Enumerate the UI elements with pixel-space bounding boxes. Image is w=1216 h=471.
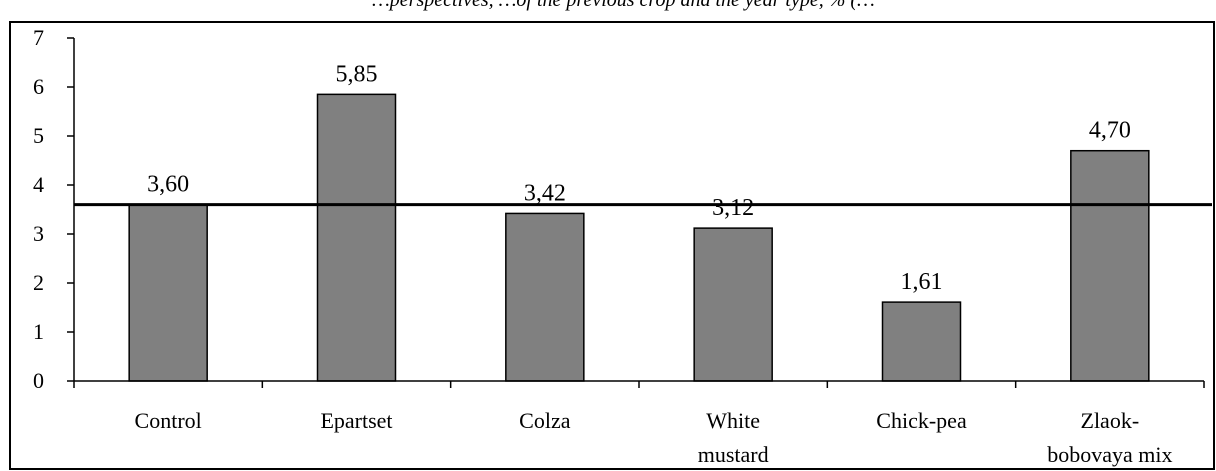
category-label: mustard: [698, 442, 769, 467]
category-label: Epartset: [320, 408, 392, 433]
data-labels: 3,60 5,85 3,42 3,12 1,61 4,70: [147, 61, 1131, 295]
bar: [316, 93, 397, 382]
category-label: White: [706, 408, 760, 433]
data-label: 5,85: [336, 61, 378, 87]
y-tick-label: 0: [33, 368, 44, 393]
chart-frame: [9, 21, 1215, 470]
bars: [128, 93, 1150, 382]
y-tick-label: 4: [33, 172, 44, 197]
y-tick-label: 1: [33, 319, 44, 344]
bar: [1070, 149, 1150, 382]
bar: [693, 227, 773, 382]
category-label: Control: [135, 408, 202, 433]
top-caption: …perspectives, …of the previous crop and…: [372, 0, 875, 11]
category-label: Chick-pea: [876, 408, 967, 433]
bar: [128, 203, 208, 382]
category-label: Zlaok-: [1081, 408, 1140, 433]
y-tick-label: 5: [33, 123, 44, 148]
x-axis: Control Epartset Colza White mustard Chick-pe…: [73, 380, 1205, 467]
data-label: 4,70: [1089, 118, 1131, 144]
data-label: 1,61: [901, 269, 943, 295]
y-tick-label: 2: [33, 270, 44, 295]
bar: [881, 301, 962, 382]
data-label: 3,60: [147, 172, 189, 198]
y-tick-label: 6: [33, 74, 44, 99]
y-axis: 0 1 2 3 4 5 6 7: [33, 25, 75, 393]
y-tick-label: 3: [33, 221, 44, 246]
bar: [505, 212, 585, 382]
data-label: 3,42: [524, 180, 566, 206]
data-label: 3,12: [712, 195, 754, 221]
category-label: bobovaya mix: [1047, 442, 1172, 467]
y-tick-label: 7: [33, 25, 44, 50]
category-label: Colza: [519, 408, 571, 433]
